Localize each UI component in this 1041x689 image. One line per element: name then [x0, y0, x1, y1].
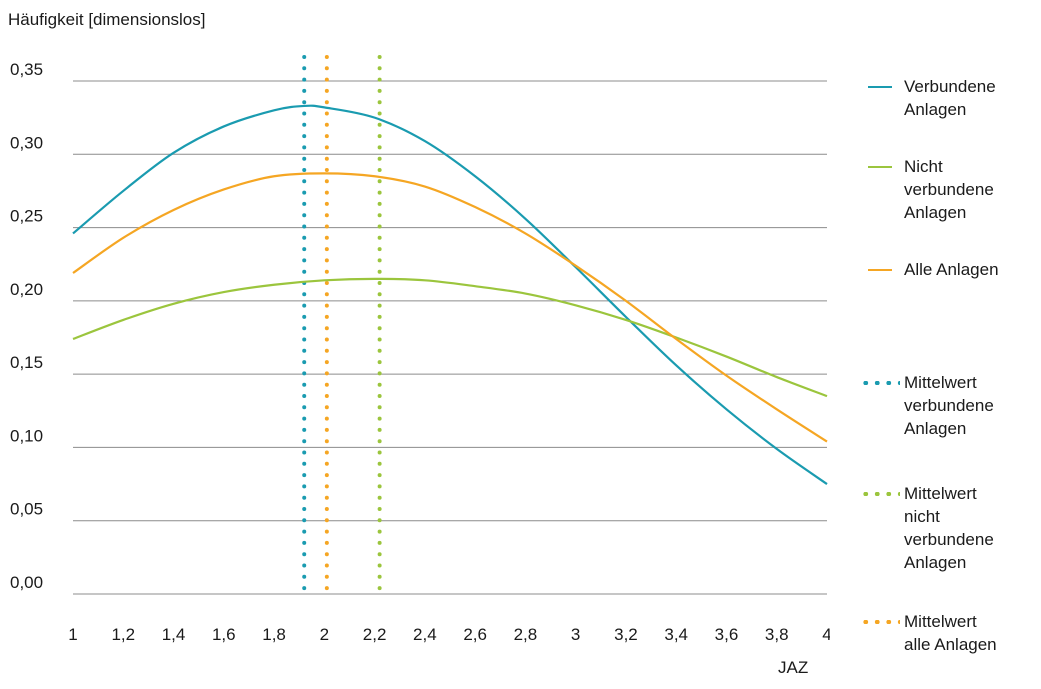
legend-label: Verbundene Anlagen: [904, 75, 996, 121]
y-tick-label: 0,05: [10, 500, 43, 519]
y-tick-label: 0,10: [10, 426, 43, 445]
legend-swatch: [858, 75, 904, 99]
legend-swatch: [858, 371, 904, 395]
legend-label-line: verbundene: [904, 180, 994, 199]
y-tick-label: 0,30: [10, 133, 43, 152]
legend-label-line: Mittelwert: [904, 612, 977, 631]
legend-swatch: [858, 258, 904, 282]
legend-item: Mittelwert nicht verbundene Anlagen: [858, 482, 994, 574]
x-tick-label: 3: [571, 625, 580, 644]
y-tick-label: 0,00: [10, 573, 43, 592]
legend-label: Alle Anlagen: [904, 258, 999, 281]
x-tick-label: 1,6: [212, 625, 236, 644]
legend-item: Alle Anlagen: [858, 258, 999, 282]
legend-label-line: Alle Anlagen: [904, 260, 999, 279]
legend-label: Mittelwert alle Anlagen: [904, 610, 997, 656]
legend-swatch: [858, 155, 904, 179]
x-tick-label: 2,2: [363, 625, 387, 644]
legend-label: Nicht verbundene Anlagen: [904, 155, 994, 224]
series-line: [72, 277, 828, 398]
x-tick-label: 3,6: [715, 625, 739, 644]
legend-label-line: Anlagen: [904, 100, 967, 119]
x-tick-label: 1,8: [262, 625, 286, 644]
legend-label-line: Mittelwert: [904, 484, 977, 503]
legend-label: Mittelwert verbundene Anlagen: [904, 371, 994, 440]
x-tick-label: 3,8: [765, 625, 789, 644]
legend-item: Nicht verbundene Anlagen: [858, 155, 994, 224]
line-chart: 0,00 0,05 0,10 0,15 0,20 0,25 0,30 0,35 1 1,2 1,4 1…: [10, 55, 830, 644]
legend-label-line: Verbundene: [904, 77, 996, 96]
series-line: [72, 104, 828, 485]
x-tick-label: 3,2: [614, 625, 638, 644]
y-tick-label: 0,25: [10, 207, 43, 226]
legend-label-line: alle Anlagen: [904, 635, 997, 654]
series-line: [72, 172, 828, 443]
legend-label-line: Anlagen: [904, 553, 967, 572]
x-tick-label: 2,6: [463, 625, 487, 644]
legend-swatch: [858, 610, 904, 634]
legend-label-line: Nicht: [904, 157, 943, 176]
legend-label-line: Anlagen: [904, 419, 967, 438]
legend-label: Mittelwert nicht verbundene Anlagen: [904, 482, 994, 574]
y-tick-label: 0,20: [10, 280, 43, 299]
x-tick-label: 2: [320, 625, 329, 644]
x-tick-label: 2,8: [514, 625, 538, 644]
legend-item: Mittelwert alle Anlagen: [858, 610, 997, 656]
legend-label-line: verbundene: [904, 396, 994, 415]
y-tick-label: 0,35: [10, 60, 43, 79]
legend-swatch: [858, 482, 904, 506]
x-axis-title: JAZ: [778, 658, 809, 677]
y-axis-title: Häufigkeit [dimensionslos]: [8, 10, 206, 29]
x-tick-label: 3,4: [664, 625, 688, 644]
legend-label-line: nicht: [904, 507, 940, 526]
x-tick-label: 1,4: [162, 625, 186, 644]
y-tick-label: 0,15: [10, 353, 43, 372]
x-tick-label: 1: [68, 625, 77, 644]
legend-label-line: Mittelwert: [904, 373, 977, 392]
x-tick-label: 4: [822, 625, 830, 644]
x-tick-label: 2,4: [413, 625, 437, 644]
legend-label-line: Anlagen: [904, 203, 967, 222]
legend-label-line: verbundene: [904, 530, 994, 549]
legend-item: Verbundene Anlagen: [858, 75, 996, 121]
x-tick-label: 1,2: [111, 625, 135, 644]
legend-item: Mittelwert verbundene Anlagen: [858, 371, 994, 440]
